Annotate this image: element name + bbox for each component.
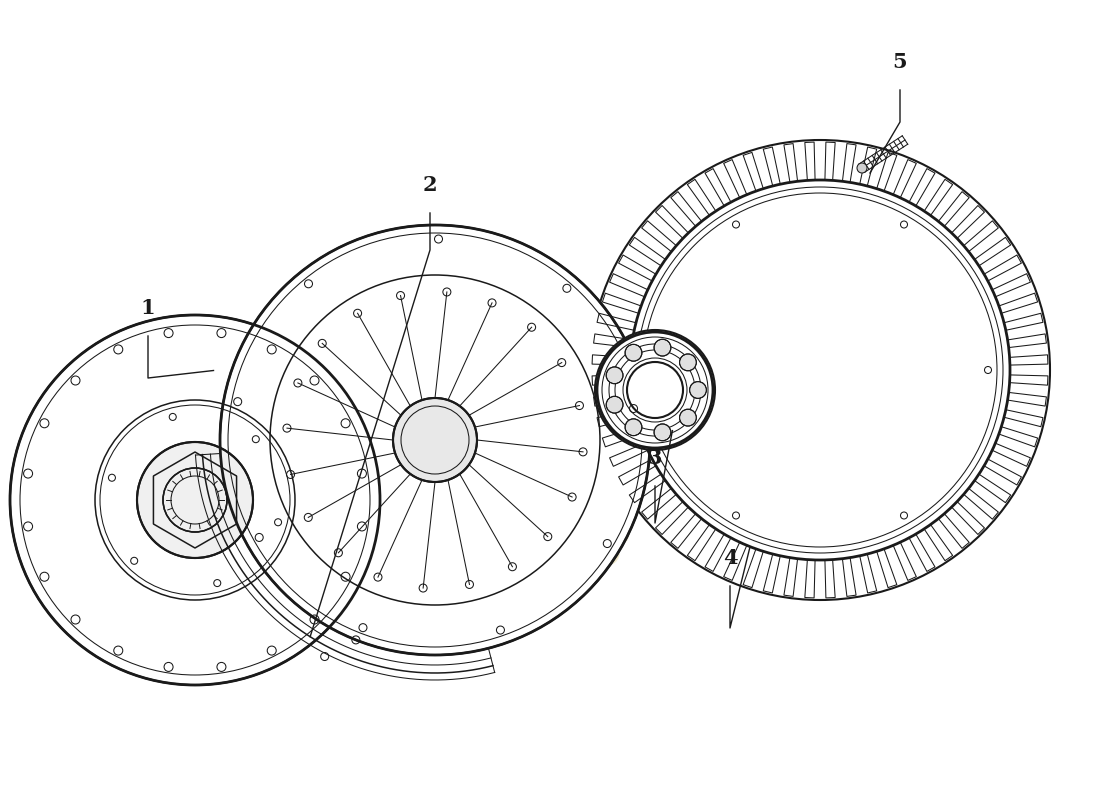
Ellipse shape [590, 140, 1050, 600]
Ellipse shape [654, 339, 671, 356]
Ellipse shape [625, 344, 642, 361]
Ellipse shape [138, 442, 253, 558]
Ellipse shape [625, 419, 642, 436]
Text: 2: 2 [422, 175, 438, 195]
Ellipse shape [163, 468, 227, 532]
Ellipse shape [595, 330, 715, 450]
Ellipse shape [857, 163, 867, 173]
Text: 5: 5 [893, 52, 907, 72]
Ellipse shape [220, 225, 650, 655]
Text: passion°
spares
since 198: passion° spares since 198 [304, 297, 675, 583]
Ellipse shape [680, 410, 696, 426]
Text: 3: 3 [648, 448, 662, 468]
Ellipse shape [690, 382, 706, 398]
Text: 1: 1 [141, 298, 155, 318]
Ellipse shape [10, 315, 379, 685]
Ellipse shape [680, 354, 696, 370]
Ellipse shape [606, 396, 623, 413]
Ellipse shape [606, 367, 623, 384]
Ellipse shape [393, 398, 477, 482]
Text: 4: 4 [723, 548, 737, 568]
Ellipse shape [654, 424, 671, 441]
